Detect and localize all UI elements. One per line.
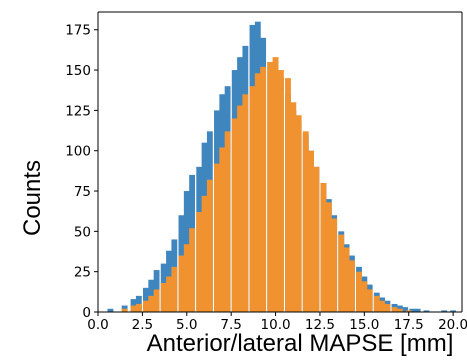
x-tick-label: 2.5 xyxy=(132,317,153,333)
x-tick-label: 12.5 xyxy=(305,317,335,333)
histogram-bar-series-2 xyxy=(121,308,128,312)
histogram-bar-series-2 xyxy=(206,179,213,312)
histogram-bar-series-1 xyxy=(143,287,149,312)
histogram-bar-series-2 xyxy=(214,163,220,312)
x-tick-label: 0.0 xyxy=(87,317,108,333)
histogram-bar-series-2 xyxy=(224,131,231,312)
histogram-bar-series-2 xyxy=(290,102,297,312)
histogram-bar-series-2 xyxy=(260,66,267,312)
histogram-bar-series-1 xyxy=(409,308,416,312)
histogram-bar-series-2 xyxy=(285,78,291,312)
histogram-bar-series-2 xyxy=(237,105,243,312)
x-tick-label: 17.5 xyxy=(394,317,424,333)
histogram-bar-series-2 xyxy=(130,305,137,312)
histogram-bar-series-2 xyxy=(183,244,190,312)
histogram-bar-series-1 xyxy=(441,310,448,312)
histogram-bar-series-2 xyxy=(308,150,314,312)
histogram-bar-series-2 xyxy=(143,300,149,312)
x-tick-label: 10.0 xyxy=(261,317,291,333)
histogram-bar-series-2 xyxy=(254,73,261,312)
histogram-bar-series-2 xyxy=(267,62,274,312)
ticks-layer: 0.0 2.5 5.0 7.5 10.0 12.5 15.0 17.5 20.0 0 25 50 75 1… xyxy=(65,23,467,333)
x-tick-label: 5.0 xyxy=(176,317,197,333)
histogram-bar-series-2 xyxy=(295,115,302,312)
histogram-bar-series-1 xyxy=(414,308,421,312)
histogram-bar-series-1 xyxy=(450,310,457,312)
histogram-bar-series-2 xyxy=(178,255,185,312)
histogram-bar-series-1 xyxy=(423,310,430,312)
histogram-bar-series-2 xyxy=(242,94,249,312)
histogram-bar-series-2 xyxy=(320,182,327,312)
histogram-bar-series-2 xyxy=(348,260,355,312)
x-tick-label: 7.5 xyxy=(220,317,241,333)
histogram-bar-series-2 xyxy=(356,271,362,312)
histogram-bar-series-2 xyxy=(331,218,338,312)
bars-layer xyxy=(107,21,457,313)
histogram-bar-series-2 xyxy=(171,266,178,312)
histogram-bar-series-2 xyxy=(153,289,160,312)
histogram-bar-series-2 xyxy=(391,307,398,312)
histogram-bar-series-2 xyxy=(135,303,142,312)
histogram-bar-series-2 xyxy=(373,295,380,312)
histogram-bar-series-2 xyxy=(148,295,155,312)
x-axis-label: Anterior/lateral MAPSE [mm] xyxy=(147,330,454,357)
histogram-bar-series-2 xyxy=(343,247,350,312)
y-tick-label: 75 xyxy=(74,184,91,200)
histogram-bar-series-2 xyxy=(277,70,284,312)
axes-layer xyxy=(97,11,463,313)
histogram-bar-series-2 xyxy=(366,289,373,312)
histogram-bar-series-1 xyxy=(402,307,409,312)
histogram-bar-series-2 xyxy=(405,310,412,312)
histogram-bar-series-2 xyxy=(166,276,172,312)
y-tick-label: 175 xyxy=(65,23,91,39)
y-axis-label: Counts xyxy=(19,160,46,236)
y-tick-label: 0 xyxy=(82,305,91,321)
histogram-bar-series-2 xyxy=(249,86,256,312)
x-tick-label: 15.0 xyxy=(349,317,379,333)
histogram-bar-series-2 xyxy=(231,118,238,312)
y-tick-label: 50 xyxy=(74,224,91,240)
y-tick-label: 100 xyxy=(65,144,91,160)
histogram-bar-series-2 xyxy=(201,195,208,312)
histogram-bar-series-2 xyxy=(384,303,391,312)
y-tick-label: 150 xyxy=(65,63,91,79)
histogram-bar-series-2 xyxy=(313,166,320,312)
histogram-bar-series-2 xyxy=(361,281,368,312)
histogram-bar-series-2 xyxy=(396,308,403,312)
histogram-bar-series-2 xyxy=(196,212,203,312)
histogram-bar-series-2 xyxy=(302,131,309,312)
histogram-bar-series-1 xyxy=(107,308,114,312)
histogram-bar-series-1 xyxy=(135,295,142,312)
histogram-bar-series-2 xyxy=(338,234,345,312)
histogram-bar-series-2 xyxy=(219,147,226,312)
y-tick-label: 25 xyxy=(74,265,91,281)
histogram-bar-series-2 xyxy=(189,228,196,312)
histogram-bar-series-2 xyxy=(160,282,167,312)
histogram-bar-series-2 xyxy=(272,57,279,312)
x-tick-label: 20.0 xyxy=(438,317,467,333)
histogram-bar-series-2 xyxy=(379,300,386,312)
histogram-bar-series-2 xyxy=(325,202,332,312)
y-tick-label: 125 xyxy=(65,103,91,119)
